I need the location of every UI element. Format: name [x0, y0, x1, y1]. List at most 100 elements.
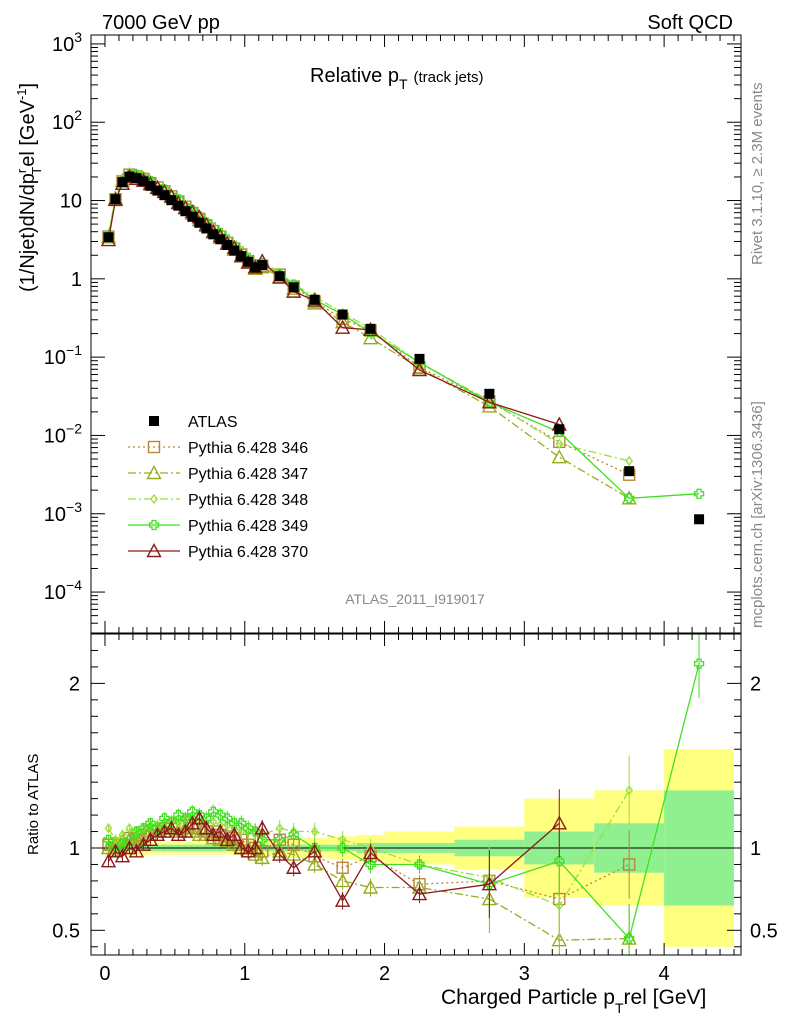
- data-point: [274, 271, 285, 282]
- data-point: [414, 353, 425, 364]
- legend-label: Pythia 6.428 347: [188, 466, 308, 483]
- series-ratio-point: [365, 859, 376, 870]
- series-ratio-point: [104, 823, 113, 834]
- series-ratio-4: [100, 789, 567, 919]
- mcplots-label: mcplots.cern.ch [arXiv:1306.3436]: [749, 401, 766, 628]
- legend-marker: [147, 440, 161, 454]
- series-ratio-point: [142, 831, 159, 846]
- series-ratio-point: [288, 829, 299, 840]
- data-point: [110, 194, 121, 205]
- series-ratio-point: [551, 815, 567, 830]
- series-ratio-point: [411, 886, 428, 901]
- series-point: [481, 398, 498, 413]
- series-ratio-point: [336, 861, 349, 874]
- series-ratio-point: [149, 826, 166, 842]
- series-ratio-point: [254, 820, 270, 835]
- series-ratio-point: [693, 658, 705, 669]
- legend-label: Pythia 6.428 349: [188, 518, 308, 535]
- x-tick-label: 4: [659, 963, 670, 985]
- series-ratio-point: [226, 836, 242, 851]
- series-ratio-point: [163, 820, 180, 835]
- x-tick-label: 1: [239, 963, 250, 985]
- analysis-id: ATLAS_2011_I919017: [345, 591, 485, 607]
- y-tick-label: 10−1: [44, 342, 82, 369]
- data-point: [236, 251, 247, 262]
- series-point: [625, 455, 634, 467]
- y-tick-label: 10−3: [44, 499, 82, 526]
- data-point: [208, 229, 219, 240]
- header-left: 7000 GeV pp: [102, 12, 220, 34]
- ratio-panel: [91, 634, 741, 955]
- data-point: [138, 176, 149, 187]
- series-ratio-3: [103, 634, 705, 955]
- data-point: [131, 173, 142, 184]
- series-ratio-point: [138, 823, 149, 834]
- series-ratio-point: [274, 834, 285, 845]
- legend-label: Pythia 6.428 348: [188, 492, 308, 509]
- data-point: [194, 217, 205, 228]
- y-tick-label: 10−4: [44, 577, 82, 604]
- legend-label: ATLAS: [188, 414, 238, 431]
- ratio-tick-label: 1: [69, 838, 80, 860]
- series-point: [624, 493, 635, 504]
- series-ratio-point: [233, 840, 249, 855]
- ratio-tick-label-right: 1: [750, 838, 761, 860]
- ratio-frame: [90, 633, 742, 956]
- series-ratio-point: [117, 839, 128, 850]
- chart-title: Relative pT (track jets): [310, 65, 484, 92]
- series-ratio-point: [156, 823, 173, 838]
- series-ratio-point: [306, 843, 323, 858]
- data-point: [159, 190, 170, 201]
- data-point: [288, 282, 299, 293]
- series-ratio-point: [212, 823, 228, 838]
- series-ratio-point: [177, 823, 194, 838]
- series-ratio-point: [622, 858, 636, 871]
- series-ratio-point: [481, 876, 498, 891]
- series-line: [107, 175, 560, 426]
- data-point: [243, 256, 254, 267]
- legend-label: Pythia 6.428 346: [188, 440, 308, 457]
- series-point: [555, 438, 564, 450]
- series-ratio-point: [184, 815, 201, 830]
- legend: ATLAS Pythia 6.428 346 Pythia 6.428 347 Pyt…: [128, 414, 308, 561]
- legend-marker: [149, 416, 159, 426]
- series-ratio-point: [247, 840, 263, 855]
- data-point: [117, 177, 128, 188]
- y-tick-label: 103: [52, 29, 82, 56]
- series-ratio-point: [624, 933, 635, 944]
- series-point: [411, 362, 428, 377]
- y-tick-label: 10: [60, 191, 82, 213]
- ratio-tick-label: 0.5: [52, 920, 80, 942]
- series-ratio-point: [414, 859, 425, 870]
- data-point: [152, 185, 163, 196]
- data-point: [145, 180, 156, 191]
- legend-marker: [148, 519, 160, 531]
- data-points: [103, 171, 705, 525]
- series-ratio-point: [219, 831, 235, 846]
- x-tick-label: 2: [379, 963, 390, 985]
- xlabel: Charged Particle pTrel [GeV]: [441, 986, 706, 1016]
- data-point: [180, 206, 191, 217]
- series-ratio-point: [551, 932, 567, 947]
- series-main-4: [100, 168, 567, 431]
- series-ratio-point: [205, 826, 221, 842]
- series-ratio-point: [257, 834, 268, 845]
- legend-label: Pythia 6.428 370: [188, 544, 308, 561]
- data-point: [337, 309, 348, 320]
- y-tick-label: 1: [71, 269, 82, 291]
- series-ratio-point: [170, 826, 187, 842]
- legend-marker: [146, 543, 162, 558]
- series-ratio-point: [180, 813, 191, 824]
- data-point: [484, 388, 495, 399]
- series-ratio-point: [362, 844, 379, 860]
- series-ratio-point: [362, 879, 379, 894]
- series-ratio-point: [191, 810, 208, 825]
- series-ratio-point: [334, 872, 351, 888]
- data-point: [250, 262, 261, 273]
- data-point: [215, 234, 226, 245]
- series-ratio-point: [334, 892, 351, 907]
- ratio-tick-label: 2: [69, 673, 80, 695]
- y-tick-label: 10−2: [44, 420, 82, 447]
